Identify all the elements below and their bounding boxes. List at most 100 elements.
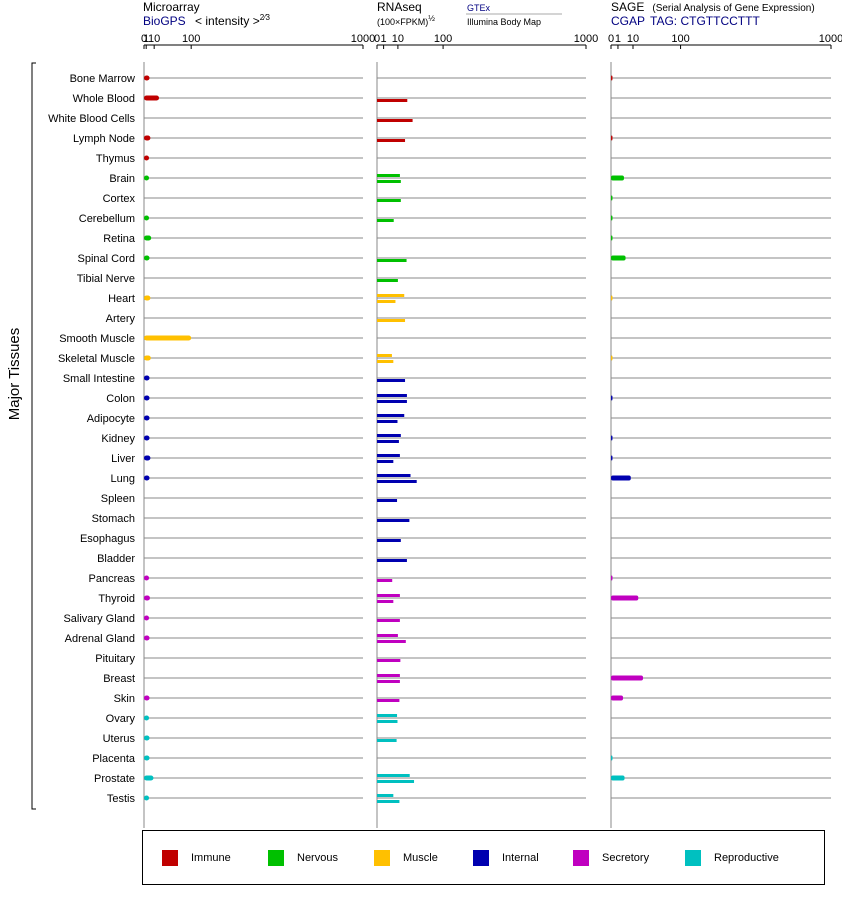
tissue-label: Pancreas: [89, 573, 136, 585]
legend-label-secretory: Secretory: [602, 852, 650, 864]
microarray-bar: [144, 395, 150, 401]
rnaseq-bar: [377, 699, 400, 702]
fpkm-exponent: ½: [428, 14, 435, 23]
microarray-bar: [144, 595, 150, 601]
tick-label: 1: [143, 33, 149, 45]
sage-tag: TAG: CTGTTCCTTT: [650, 14, 760, 28]
sage-bar: [611, 755, 613, 761]
tissue-label: Skeletal Muscle: [58, 353, 135, 365]
rnaseq-bar: [377, 634, 398, 637]
tissue-label: Liver: [111, 453, 135, 465]
tissue-label: Bladder: [97, 553, 135, 565]
sage-bar: [611, 675, 644, 681]
sage-bar: [611, 235, 613, 241]
sage-title-note: (Serial Analysis of Gene Expression): [652, 3, 814, 14]
gtex-source-label: GTEx: [467, 3, 491, 13]
sage-title: SAGE: [611, 0, 644, 14]
microarray-bar: [144, 155, 150, 161]
legend-swatch-internal: [473, 850, 489, 866]
tissue-label: Lymph Node: [73, 133, 135, 145]
tick-label: 10: [148, 33, 160, 45]
rnaseq-bar: [377, 139, 406, 142]
rnaseq-bar: [377, 780, 415, 783]
tissue-label: Skin: [114, 693, 135, 705]
rnaseq-bar: [377, 720, 398, 723]
rnaseq-bar: [377, 180, 401, 183]
y-axis-bracket: [31, 62, 36, 810]
rnaseq-bar: [377, 474, 411, 477]
tick-label: 1000: [819, 33, 842, 45]
sage-bar: [611, 75, 613, 81]
tissue-label: Adrenal Gland: [65, 633, 135, 645]
rnaseq-bar: [377, 199, 401, 202]
tissue-label: Placenta: [92, 753, 136, 765]
tissue-label: Kidney: [101, 433, 135, 445]
rnaseq-bar: [377, 300, 396, 303]
microarray-bar: [144, 475, 150, 481]
legend-swatch-nervous: [268, 850, 284, 866]
tissue-label: Adipocyte: [87, 413, 135, 425]
tissue-label: Brain: [109, 173, 135, 185]
tissue-label: Retina: [103, 233, 136, 245]
tissue-label: Cortex: [103, 193, 136, 205]
rnaseq-bar: [377, 400, 407, 403]
rnaseq-bar: [377, 794, 394, 797]
tick-label: 10: [392, 33, 404, 45]
rnaseq-bar: [377, 259, 407, 262]
rnaseq-bar: [377, 99, 408, 102]
tissue-label: Testis: [107, 793, 136, 805]
tissue-label: Stomach: [92, 513, 135, 525]
microarray-bar: [144, 355, 151, 361]
rnaseq-bar: [377, 279, 398, 282]
legend-swatch-reproductive: [685, 850, 701, 866]
microarray-bar: [144, 175, 150, 181]
sage-bar: [611, 695, 624, 701]
microarray-bar: [144, 775, 154, 781]
intensity-label: < intensity >: [195, 14, 260, 28]
legend-swatch-muscle: [374, 850, 390, 866]
sage-bar: [611, 135, 613, 141]
sage-bar: [611, 295, 613, 301]
legend-item-secretory: Secretory: [573, 850, 649, 866]
tick-label: 10: [627, 33, 639, 45]
rnaseq-bar: [377, 420, 398, 423]
rnaseq-bar: [377, 379, 406, 382]
tissue-label: Thymus: [96, 153, 136, 165]
microarray-bar: [144, 335, 192, 341]
microarray-bar: [144, 615, 150, 621]
tissue-label: Spleen: [101, 493, 135, 505]
tissue-label: Pituitary: [95, 653, 135, 665]
sage-bar: [611, 395, 613, 401]
microarray-bar: [144, 635, 150, 641]
panel-title-rnaseq: RNAseq: [377, 0, 422, 14]
legend: Immune Nervous Muscle Internal Secretory…: [142, 830, 825, 885]
tick-label: 100: [182, 33, 200, 45]
tissue-label: Ovary: [106, 713, 136, 725]
tissue-label: Thyroid: [98, 593, 135, 605]
tick-label: 100: [434, 33, 452, 45]
rnaseq-bar: [377, 360, 394, 363]
tissue-expression-chart: Major Tissues Bone Marrow Whole Blood White…: [6, 0, 842, 828]
rnaseq-bar: [377, 600, 394, 603]
tissue-label: Small Intestine: [63, 373, 135, 385]
tick-label: 100: [671, 33, 689, 45]
rnaseq-bar: [377, 119, 413, 122]
microarray-bar: [144, 235, 152, 241]
legend-swatch-secretory: [573, 850, 589, 866]
y-axis-label: Major Tissues: [6, 328, 23, 421]
rnaseq-bar: [377, 674, 400, 677]
rnaseq-bar: [377, 594, 400, 597]
legend-item-internal: Internal: [473, 850, 539, 866]
tissue-label: Spinal Cord: [78, 253, 135, 265]
sage-bar: [611, 455, 613, 461]
rnaseq-bar: [377, 480, 417, 483]
rnaseq-bar: [377, 519, 410, 522]
panel-title-microarray: Microarray: [143, 0, 200, 14]
legend-label-internal: Internal: [502, 852, 539, 864]
tissue-label: Cerebellum: [79, 213, 135, 225]
cgap-link: CGAP: [611, 14, 645, 28]
rnaseq-bar: [377, 319, 406, 322]
sage-bar: [611, 255, 626, 261]
illumina-source-label: Illumina Body Map: [467, 17, 541, 27]
rnaseq-bar: [377, 714, 398, 717]
